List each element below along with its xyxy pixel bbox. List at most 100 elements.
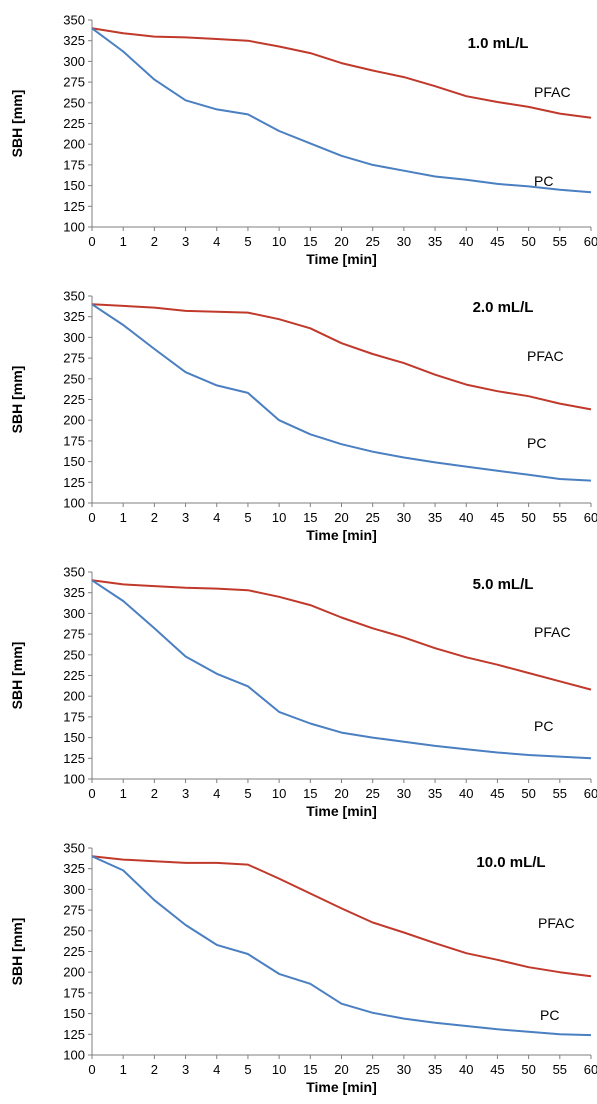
chart-title: 2.0 mL/L xyxy=(473,299,534,316)
series-line-pfac xyxy=(91,27,592,119)
x-tick-label: 50 xyxy=(521,234,535,249)
y-tick-label: 175 xyxy=(63,157,85,172)
y-tick-label: 200 xyxy=(63,137,85,152)
x-tick-label: 40 xyxy=(459,234,473,249)
x-tick-label: 25 xyxy=(365,234,379,249)
chart-title: 10.0 mL/L xyxy=(476,854,545,871)
series-line-pfac xyxy=(91,579,592,691)
y-axis-label: SBH [mm] xyxy=(9,642,25,710)
x-tick-label: 1 xyxy=(120,786,127,801)
x-tick-label: 15 xyxy=(303,234,317,249)
x-tick-label: 25 xyxy=(365,786,379,801)
x-tick-label: 35 xyxy=(428,786,442,801)
y-tick-label: 100 xyxy=(63,496,85,511)
y-tick-label: 300 xyxy=(63,882,85,897)
y-tick-label: 275 xyxy=(63,351,85,366)
x-tick-label: 40 xyxy=(459,786,473,801)
series-line-pfac xyxy=(91,303,592,411)
x-tick-label: 30 xyxy=(397,510,411,525)
x-tick-label: 55 xyxy=(553,1062,567,1077)
x-tick-label: 2 xyxy=(151,786,158,801)
y-tick-label: 225 xyxy=(63,116,85,131)
x-axis-label: Time [min] xyxy=(306,1079,377,1095)
y-tick-label: 300 xyxy=(63,606,85,621)
x-tick-label: 45 xyxy=(490,786,504,801)
y-tick-label: 225 xyxy=(63,392,85,407)
y-tick-label: 175 xyxy=(63,709,85,724)
x-tick-label: 30 xyxy=(397,234,411,249)
x-tick-label: 4 xyxy=(213,786,220,801)
x-axis-label: Time [min] xyxy=(306,527,377,543)
x-tick-label: 4 xyxy=(213,234,220,249)
x-tick-label: 60 xyxy=(584,234,597,249)
x-tick-label: 30 xyxy=(397,1062,411,1077)
series-label-pfac: PFAC xyxy=(538,915,575,931)
y-axis-label: SBH [mm] xyxy=(9,918,25,986)
series-line-pc xyxy=(91,303,592,482)
x-tick-label: 25 xyxy=(365,1062,379,1077)
x-tick-label: 60 xyxy=(584,786,597,801)
x-tick-label: 15 xyxy=(303,786,317,801)
y-tick-label: 125 xyxy=(63,751,85,766)
y-tick-label: 200 xyxy=(63,965,85,980)
y-tick-label: 150 xyxy=(63,178,85,193)
series-label-pfac: PFAC xyxy=(534,84,571,100)
y-tick-label: 350 xyxy=(63,841,85,856)
x-tick-label: 20 xyxy=(334,1062,348,1077)
x-tick-label: 15 xyxy=(303,1062,317,1077)
x-tick-label: 2 xyxy=(151,1062,158,1077)
y-tick-label: 100 xyxy=(63,1048,85,1063)
x-tick-label: 5 xyxy=(244,234,251,249)
y-tick-label: 250 xyxy=(63,371,85,386)
x-tick-label: 3 xyxy=(182,234,189,249)
x-tick-label: 35 xyxy=(428,1062,442,1077)
x-tick-label: 60 xyxy=(584,1062,597,1077)
y-tick-label: 250 xyxy=(63,923,85,938)
x-tick-label: 4 xyxy=(213,510,220,525)
x-axis-label: Time [min] xyxy=(306,251,377,267)
y-tick-label: 200 xyxy=(63,413,85,428)
x-tick-label: 5 xyxy=(244,786,251,801)
x-tick-label: 0 xyxy=(88,786,95,801)
x-tick-label: 30 xyxy=(397,786,411,801)
y-tick-label: 100 xyxy=(63,772,85,787)
x-tick-label: 5 xyxy=(244,510,251,525)
y-axis-label: SBH [mm] xyxy=(9,90,25,158)
y-tick-label: 225 xyxy=(63,668,85,683)
y-tick-label: 300 xyxy=(63,54,85,69)
x-tick-label: 40 xyxy=(459,1062,473,1077)
x-tick-label: 2 xyxy=(151,510,158,525)
x-tick-label: 55 xyxy=(553,510,567,525)
series-label-pc: PC xyxy=(527,435,546,451)
x-tick-label: 20 xyxy=(334,786,348,801)
x-axis-label: Time [min] xyxy=(306,803,377,819)
x-tick-label: 45 xyxy=(490,510,504,525)
x-tick-label: 1 xyxy=(120,234,127,249)
series-line-pc xyxy=(91,579,592,760)
series-label-pc: PC xyxy=(540,1007,559,1023)
y-tick-label: 250 xyxy=(63,647,85,662)
x-tick-label: 20 xyxy=(334,510,348,525)
series-label-pc: PC xyxy=(534,173,553,189)
y-tick-label: 275 xyxy=(63,75,85,90)
y-axis-label: SBH [mm] xyxy=(9,366,25,434)
x-tick-label: 60 xyxy=(584,510,597,525)
x-tick-label: 3 xyxy=(182,786,189,801)
chart-title: 1.0 mL/L xyxy=(468,35,529,52)
x-tick-label: 15 xyxy=(303,510,317,525)
y-tick-label: 275 xyxy=(63,903,85,918)
x-tick-label: 25 xyxy=(365,510,379,525)
x-tick-label: 10 xyxy=(272,234,286,249)
x-tick-label: 20 xyxy=(334,234,348,249)
x-tick-label: 0 xyxy=(88,234,95,249)
y-tick-label: 325 xyxy=(63,585,85,600)
x-tick-label: 50 xyxy=(521,786,535,801)
x-tick-label: 55 xyxy=(553,234,567,249)
y-tick-label: 300 xyxy=(63,330,85,345)
x-tick-label: 55 xyxy=(553,786,567,801)
x-tick-label: 50 xyxy=(521,1062,535,1077)
y-tick-label: 125 xyxy=(63,199,85,214)
